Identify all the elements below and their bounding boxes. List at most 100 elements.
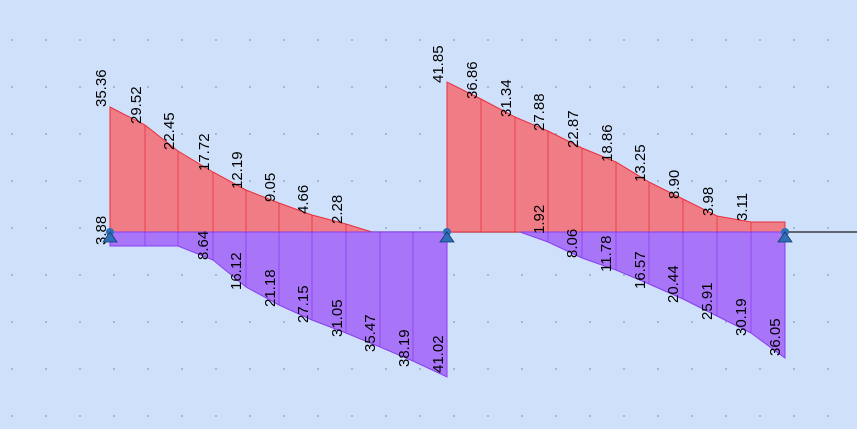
grid-dot (79, 321, 81, 323)
grid-dot (11, 39, 13, 41)
grid-dot (691, 133, 693, 135)
grid-dot (351, 415, 353, 417)
label-s2-p5: 18.86 (599, 124, 616, 162)
grid-dot (487, 39, 489, 41)
label-s2-p1: 36.86 (464, 61, 481, 99)
grid-dot (11, 227, 13, 229)
grid-dot (419, 39, 421, 41)
grid-dot (283, 133, 285, 135)
grid-dot (623, 39, 625, 41)
grid-dot (79, 227, 81, 229)
grid-dot (215, 415, 217, 417)
grid-dot (215, 368, 217, 370)
grid-dot (249, 180, 251, 182)
grid-dot (521, 86, 523, 88)
label-s1-n5: 31.05 (329, 299, 346, 337)
grid-dot (589, 39, 591, 41)
grid-dot (351, 133, 353, 135)
grid-dot (691, 86, 693, 88)
grid-dot (45, 368, 47, 370)
grid-dot (249, 368, 251, 370)
grid-dot (45, 415, 47, 417)
grid-dot (11, 415, 13, 417)
grid-dot (827, 415, 829, 417)
grid-dot (317, 368, 319, 370)
grid-dot (657, 368, 659, 370)
grid-dot (181, 415, 183, 417)
grid-dot (623, 274, 625, 276)
grid-dot (691, 415, 693, 417)
grid-dot (283, 39, 285, 41)
grid-dot (385, 133, 387, 135)
label-s1-p2: 22.45 (161, 112, 178, 150)
grid-dot (147, 274, 149, 276)
grid-dot (283, 86, 285, 88)
grid-dot (215, 39, 217, 41)
grid-dot (79, 86, 81, 88)
grid-dot (45, 180, 47, 182)
grid-dot (351, 39, 353, 41)
grid-dot (487, 415, 489, 417)
grid-dot (249, 39, 251, 41)
grid-dot (215, 274, 217, 276)
grid-dot (555, 368, 557, 370)
grid-dot (827, 227, 829, 229)
grid-dot (827, 321, 829, 323)
label-s2-p9: 3.11 (734, 193, 751, 221)
grid-dot (351, 368, 353, 370)
grid-dot (827, 180, 829, 182)
label-s1-p4: 12.19 (229, 151, 246, 189)
label-s2-p3: 27.88 (531, 93, 548, 131)
grid-dot (45, 321, 47, 323)
grid-dot (419, 86, 421, 88)
label-s2-n5: 30.19 (733, 298, 750, 336)
pin-support-icon (102, 228, 118, 243)
span2-negative-area (519, 231, 786, 359)
grid-dot (215, 133, 217, 135)
grid-dot (521, 274, 523, 276)
grid-dot (249, 133, 251, 135)
grid-dot (793, 39, 795, 41)
grid-dot (487, 321, 489, 323)
grid-dot (555, 86, 557, 88)
grid-dot (725, 321, 727, 323)
grid-dot (453, 274, 455, 276)
grid-dot (589, 86, 591, 88)
label-s1-p3: 17.72 (196, 133, 213, 171)
grid-dot (453, 415, 455, 417)
grid-dot (385, 86, 387, 88)
grid-dot (45, 133, 47, 135)
grid-dot (555, 415, 557, 417)
grid-dot (691, 321, 693, 323)
label-s2-p0: 41.85 (430, 45, 447, 83)
grid-dot (555, 39, 557, 41)
label-s2-n0: 8.06 (564, 229, 581, 258)
label-s2-p4: 22.87 (565, 110, 582, 148)
grid-dot (351, 180, 353, 182)
grid-dot (453, 321, 455, 323)
grid-dot (453, 368, 455, 370)
grid-dot (623, 321, 625, 323)
grid-dot (147, 39, 149, 41)
grid-dot (725, 39, 727, 41)
label-s1-n2: 16.12 (228, 252, 245, 290)
label-s1-p0: 35.36 (93, 69, 110, 107)
grid-dot (181, 86, 183, 88)
label-s1-n6: 35.47 (362, 314, 379, 352)
grid-dot (147, 415, 149, 417)
grid-dot (113, 415, 115, 417)
label-s2-n2: 16.57 (632, 251, 649, 289)
grid-dot (249, 86, 251, 88)
grid-dot (623, 368, 625, 370)
grid-dot (385, 368, 387, 370)
value-labels: 35.36 29.52 22.45 17.72 12.19 9.05 4.66 … (93, 45, 784, 373)
grid-dot (11, 368, 13, 370)
grid-dot (521, 368, 523, 370)
grid-dot (759, 368, 761, 370)
label-s2-p7: 8.90 (666, 170, 683, 199)
grid-dot (79, 180, 81, 182)
grid-dot (623, 86, 625, 88)
grid-dot (79, 415, 81, 417)
grid-dot (827, 368, 829, 370)
